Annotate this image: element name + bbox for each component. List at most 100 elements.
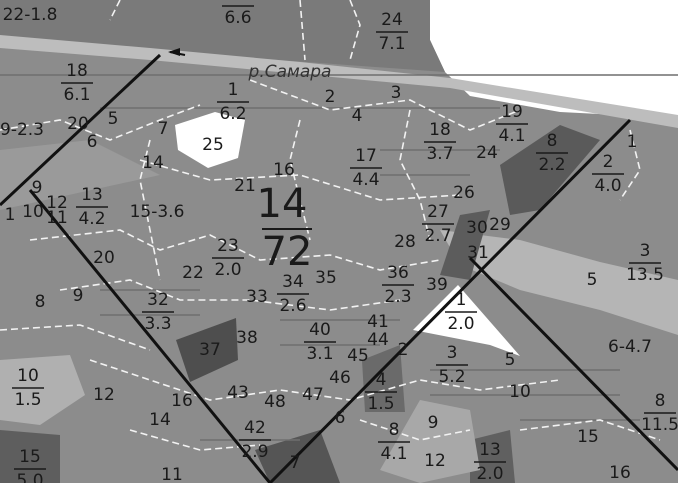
stand-label: 30 (466, 218, 488, 238)
stand-label: 3 (391, 83, 402, 103)
stand-label: 41 (367, 312, 389, 332)
fraction-top: 13 (479, 440, 501, 460)
fraction-top: 36 (387, 263, 409, 283)
fraction-top: 10 (17, 366, 39, 386)
fraction-top: 40 (309, 320, 331, 340)
fraction-bottom: 2.2 (538, 155, 565, 175)
fraction-top: 18 (429, 120, 451, 140)
fraction-bottom: 5.2 (438, 367, 465, 387)
stand-label: 11 (46, 208, 68, 228)
stand-label: 10 (22, 202, 44, 222)
fraction-bottom: 2.3 (384, 287, 411, 307)
stand-label: 20 (93, 248, 115, 268)
stand-label: 15 (577, 427, 599, 447)
stand-label: 1 (627, 132, 638, 152)
stand-label: 45 (347, 346, 369, 366)
fraction-bottom: 2.0 (214, 260, 241, 280)
stand-label: 46 (329, 368, 351, 388)
fraction-top: 27 (427, 202, 449, 222)
fraction-top: 18 (66, 61, 88, 81)
fraction-bottom: 3.1 (306, 344, 333, 364)
stand-label: 16 (273, 160, 295, 180)
stand-label: 2 (325, 87, 336, 107)
stand-label: 7 (158, 119, 169, 139)
fraction-bottom: 3.3 (144, 314, 171, 334)
stand-label: 35 (315, 268, 337, 288)
stand-label: 25 (202, 135, 224, 155)
stand-label: 12 (424, 451, 446, 471)
stand-label: 29 (489, 215, 511, 235)
stand-label: 7 (290, 453, 301, 473)
stand-label: 21 (234, 176, 256, 196)
stand-label: 6-4.7 (608, 337, 652, 357)
fraction-top: 8 (655, 391, 666, 411)
fraction-bottom: 2.7 (424, 226, 451, 246)
stand-label: 47 (302, 385, 324, 405)
fraction-bottom: 2.0 (447, 314, 474, 334)
fraction-top: 32 (147, 290, 169, 310)
stand-label: 26 (453, 183, 475, 203)
stand-label: 5 (587, 270, 598, 290)
fraction-top: 23 (217, 236, 239, 256)
stand-label: 43 (227, 383, 249, 403)
stand-label: 12 (93, 385, 115, 405)
stand-label: 9 (73, 286, 84, 306)
stand-label: 14 (142, 153, 164, 173)
compartment-boundaries (0, 48, 678, 483)
stand-label: 20 (67, 114, 89, 134)
fraction-top: 8 (547, 131, 558, 151)
fraction-bottom: 4.2 (78, 209, 105, 229)
fraction-top: 15 (19, 447, 41, 467)
fraction-top: 17 (355, 146, 377, 166)
fraction-top: 1 (456, 290, 467, 310)
fraction-bottom: 13.5 (626, 265, 664, 285)
fraction-top: 8 (389, 420, 400, 440)
stand-label: 22 (182, 263, 204, 283)
stand-label: 6 (335, 408, 346, 428)
fraction-top: 34 (282, 272, 304, 292)
stand-label: 5 (108, 109, 119, 129)
stand-label: 9 (428, 413, 439, 433)
fraction-top: 13 (81, 185, 103, 205)
fraction-top: 2 (603, 152, 614, 172)
fraction-bottom: 4.1 (380, 444, 407, 464)
stand-label: 33 (246, 287, 268, 307)
stand-label: 48 (264, 392, 286, 412)
fraction-top: 1 (228, 80, 239, 100)
stand-label: 10 (509, 382, 531, 402)
stand-label: 39 (426, 275, 448, 295)
stand-label: 14 (149, 410, 171, 430)
stand-label: 6 (87, 132, 98, 152)
fraction-bottom: 3.7 (426, 144, 453, 164)
fraction-bottom: 2.9 (241, 442, 268, 462)
stand-label: 9-2.3 (0, 120, 44, 140)
fraction-bottom: 5.0 (16, 471, 43, 483)
stand-label: 16 (609, 463, 631, 483)
stand-label: 22-1.8 (3, 5, 58, 25)
compartment-area: 72 (262, 229, 313, 275)
fraction-top: 26 (227, 0, 249, 4)
stand-label: 24 (476, 143, 498, 163)
fraction-bottom: 4.4 (352, 170, 379, 190)
fraction-top: 24 (381, 10, 403, 30)
fraction-bottom: 2.6 (279, 296, 306, 316)
fraction-bottom: 6.6 (224, 8, 251, 28)
fraction-bottom: 4.1 (498, 126, 525, 146)
stand-label: 5 (505, 350, 516, 370)
stand-label: 44 (367, 330, 389, 350)
fraction-bottom: 4.0 (594, 176, 621, 196)
fraction-bottom: 6.2 (219, 104, 246, 124)
fraction-bottom: 6.1 (63, 85, 90, 105)
stand-label: 12 (46, 193, 68, 213)
stand-label: 8 (35, 292, 46, 312)
stand-label: 16 (171, 391, 193, 411)
fraction-bottom: 1.5 (367, 394, 394, 414)
stand-label: 2 (398, 340, 409, 360)
fraction-bottom: 1.5 (14, 390, 41, 410)
fraction-bottom: 7.1 (378, 34, 405, 54)
fraction-top: 19 (501, 102, 523, 122)
